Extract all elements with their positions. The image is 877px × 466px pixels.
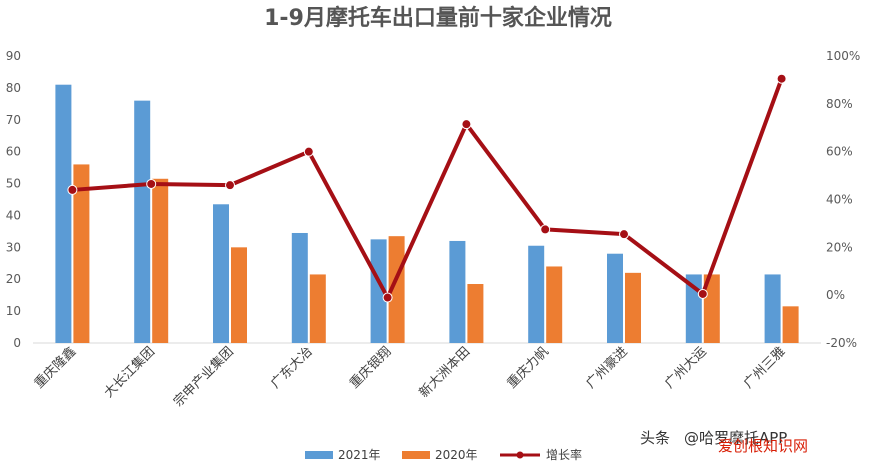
legend: 2021年 2020年 增长率 — [305, 447, 582, 462]
chart-title: 1-9月摩托车出口量前十家企业情况 — [264, 5, 612, 31]
bar-2021年-重庆力帆 — [528, 245, 545, 343]
legend-label-2021: 2021年 — [338, 448, 381, 462]
bar-2021年-广东大冶 — [291, 232, 308, 343]
legend-label-2020: 2020年 — [435, 448, 478, 462]
growth-point-大长江集团 — [146, 178, 157, 189]
right-tick-label: 100% — [826, 49, 860, 63]
x-axis-categories: 重庆隆鑫 大长江集团 宗申产业集团 广东大冶 重庆银翔 新大洲本田 重庆力帆 广州豪进 广州大运… — [31, 344, 788, 410]
bar-2020年-重庆力帆 — [546, 266, 563, 343]
category-label: 大长江集团 — [101, 344, 158, 401]
growth-line — [72, 78, 784, 300]
right-tick-label: 20% — [826, 240, 853, 254]
bar-2021年-新大洲本田 — [449, 240, 466, 343]
right-y-axis: -20% 0% 20% 40% 60% 80% 100% — [826, 49, 860, 350]
left-tick-label: 50 — [6, 177, 21, 191]
bar-2021年-重庆银翔 — [370, 239, 387, 343]
bar-2020年-大长江集团 — [152, 178, 169, 343]
left-y-axis: 0 10 20 30 40 50 60 70 80 90 — [6, 49, 21, 350]
category-label: 广东大冶 — [268, 344, 315, 391]
bar-2020年-广州豪进 — [625, 272, 641, 343]
growth-point-重庆力帆 — [540, 224, 551, 235]
right-tick-label: 60% — [826, 145, 853, 159]
growth-point-重庆银翔 — [382, 292, 393, 303]
watermark-prefix: 头条 — [640, 429, 670, 447]
legend-marker-growth — [516, 451, 524, 459]
growth-point-广州豪进 — [619, 229, 629, 240]
growth-point-广东大冶 — [303, 146, 314, 157]
category-label: 广州大运 — [662, 344, 709, 391]
left-tick-label: 10 — [6, 304, 21, 318]
left-tick-label: 0 — [13, 336, 21, 350]
left-tick-label: 60 — [6, 145, 21, 159]
bar-2021年-广州三雅 — [764, 274, 781, 343]
growth-point-广州三雅 — [776, 73, 787, 84]
right-tick-label: 80% — [826, 97, 853, 111]
left-tick-label: 20 — [6, 272, 21, 286]
legend-label-growth: 增长率 — [546, 447, 582, 462]
right-tick-label: -20% — [826, 336, 857, 350]
bar-2021年-大长江集团 — [134, 100, 151, 344]
growth-point-宗申产业集团 — [225, 180, 235, 191]
growth-point-重庆隆鑫 — [67, 184, 78, 195]
watermark-overlay: 爱创根知识网 — [718, 437, 808, 455]
category-label: 广州豪进 — [583, 344, 631, 392]
legend-swatch-2021 — [305, 451, 333, 459]
right-tick-label: 0% — [826, 288, 845, 302]
left-tick-label: 70 — [6, 113, 21, 127]
category-label: 广州三雅 — [741, 344, 788, 391]
category-label: 新大洲本田 — [416, 344, 473, 401]
left-tick-label: 40 — [6, 208, 21, 222]
category-label: 重庆隆鑫 — [31, 344, 79, 392]
bar-2020年-广州三雅 — [782, 306, 799, 343]
right-tick-label: 40% — [826, 193, 853, 207]
left-tick-label: 80 — [6, 81, 21, 95]
bar-2021年-重庆隆鑫 — [55, 84, 72, 343]
growth-point-广州大运 — [697, 288, 708, 299]
left-tick-label: 90 — [6, 49, 21, 63]
category-label: 宗申产业集团 — [170, 344, 236, 410]
category-label: 重庆力帆 — [504, 344, 552, 392]
bars-group — [55, 84, 799, 344]
bar-2020年-重庆隆鑫 — [73, 164, 90, 343]
left-tick-label: 30 — [6, 240, 21, 254]
category-label: 重庆银翔 — [346, 344, 394, 392]
bar-2021年-宗申产业集团 — [213, 204, 229, 343]
bar-2021年-广州豪进 — [607, 253, 623, 343]
bar-2020年-广州大运 — [703, 274, 720, 343]
watermark: 头条 @哈罗摩托APP 爱创根知识网 — [640, 429, 808, 455]
growth-line-group — [67, 73, 787, 303]
bar-2020年-宗申产业集团 — [231, 247, 247, 343]
watermark-handle: @哈罗摩托APP — [684, 429, 787, 447]
bar-2020年-重庆银翔 — [388, 236, 405, 343]
growth-point-新大洲本田 — [461, 119, 472, 130]
bar-2020年-新大洲本田 — [467, 284, 484, 343]
legend-swatch-2020 — [402, 451, 430, 459]
bar-2020年-广东大冶 — [309, 274, 326, 343]
